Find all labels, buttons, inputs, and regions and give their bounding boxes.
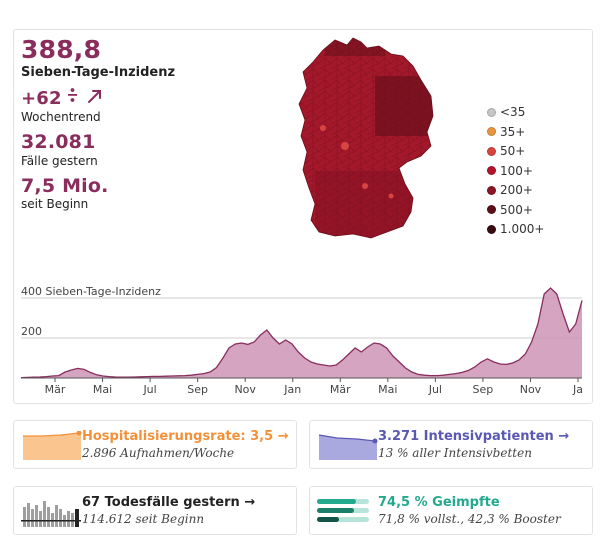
x-tick-label: Mai	[93, 383, 112, 396]
legend-label: 100+	[500, 163, 533, 178]
icu-card[interactable]: 3.271 Intensivpatienten → 13 % aller Int…	[309, 420, 593, 469]
legend-label: 1.000+	[500, 222, 545, 236]
legend-label: 50+	[500, 144, 526, 158]
trend-row: +62	[21, 87, 103, 110]
arrow-right-icon: →	[277, 429, 289, 444]
vaccinated-bar	[317, 499, 356, 504]
incidence-area	[21, 288, 582, 378]
legend-item: 500+	[487, 202, 533, 218]
trend-arrow-icon	[87, 88, 103, 109]
icu-sparkline-icon	[318, 434, 378, 460]
hospitalization-sub: 2.896 Aufnahmen/Woche	[82, 446, 235, 460]
full-vaccinated-bar	[317, 508, 355, 513]
legend-label: 500+	[500, 202, 533, 217]
legend-item: 50+	[487, 143, 525, 159]
arrow-right-icon: →	[558, 429, 570, 444]
cases-yesterday-label: Fälle gestern	[21, 154, 98, 168]
legend-label: <35	[500, 105, 526, 119]
incidence-line	[20, 287, 583, 379]
deaths-bars-icon	[21, 501, 81, 527]
legend-label: 35+	[500, 124, 526, 139]
legend-item: 1.000+	[487, 221, 544, 237]
cases-total-label: seit Beginn	[21, 197, 89, 211]
x-tick-label: Sep	[187, 383, 208, 396]
legend-item: <35	[487, 104, 525, 120]
x-tick-label: Nov	[234, 383, 256, 396]
icu-title: 3.271 Intensivpatienten →	[378, 429, 570, 444]
booster-bar-bg	[317, 517, 369, 522]
percent-icon	[67, 86, 77, 109]
icu-sub: 13 % aller Intensivbetten	[378, 446, 532, 460]
cases-total-value: 7,5 Mio.	[21, 175, 109, 197]
deaths-card[interactable]: 67 Todesfälle gestern → 114.612 seit Beg…	[13, 486, 297, 535]
arrow-right-icon: →	[244, 495, 256, 510]
incidence-label: Sieben-Tage-Inzidenz	[21, 65, 176, 80]
x-tick-label: Jan	[283, 383, 301, 396]
trend-label: Wochentrend	[21, 110, 101, 124]
legend-swatch	[487, 166, 496, 175]
germany-map-icon[interactable]	[295, 36, 440, 241]
cases-yesterday-value: 32.081	[21, 131, 96, 153]
y-axis-label: 400 Sieben-Tage-Inzidenz	[21, 285, 161, 298]
legend-swatch	[487, 146, 496, 156]
deaths-sub: 114.612 seit Beginn	[82, 512, 205, 526]
trend-value: +62	[21, 88, 62, 109]
legend-item: 35+	[487, 124, 525, 140]
deaths-title: 67 Todesfälle gestern →	[82, 495, 256, 510]
vaccination-sub: 71,8 % vollst., 42,3 % Booster	[378, 512, 561, 526]
legend-item: 100+	[487, 163, 533, 179]
vaccination-card[interactable]: 74,5 % Geimpfte 71,8 % vollst., 42,3 % B…	[309, 486, 593, 535]
vaccination-title: 74,5 % Geimpfte	[378, 495, 500, 510]
vaccination-bars-icon	[317, 499, 369, 529]
legend-swatch	[487, 224, 496, 234]
legend-swatch	[487, 107, 496, 117]
hospitalization-title: Hospitalisierungsrate: 3,5 →	[82, 429, 289, 444]
legend-label: 200+	[500, 183, 533, 197]
x-tick-label: Jul	[428, 383, 442, 396]
x-tick-label: Jul	[142, 383, 156, 396]
x-tick-label: Mär	[330, 383, 351, 396]
x-tick-label: Mai	[378, 383, 397, 396]
legend-item: 200+	[487, 182, 533, 198]
legend-swatch	[487, 185, 496, 195]
x-tick-label: Ja	[572, 383, 583, 396]
hospitalization-sparkline-icon	[23, 431, 82, 460]
legend-swatch	[487, 127, 496, 136]
corona-overview-card[interactable]	[13, 29, 593, 404]
y-tick-label: 200	[21, 325, 42, 338]
x-tick-label: Nov	[520, 383, 542, 396]
hospitalization-card[interactable]: Hospitalisierungsrate: 3,5 → 2.896 Aufna…	[13, 420, 297, 469]
booster-bar	[317, 517, 339, 522]
x-tick-label: Mär	[45, 383, 66, 396]
legend-swatch	[487, 205, 496, 214]
x-tick-label: Sep	[473, 383, 494, 396]
incidence-value: 388,8	[21, 35, 102, 64]
